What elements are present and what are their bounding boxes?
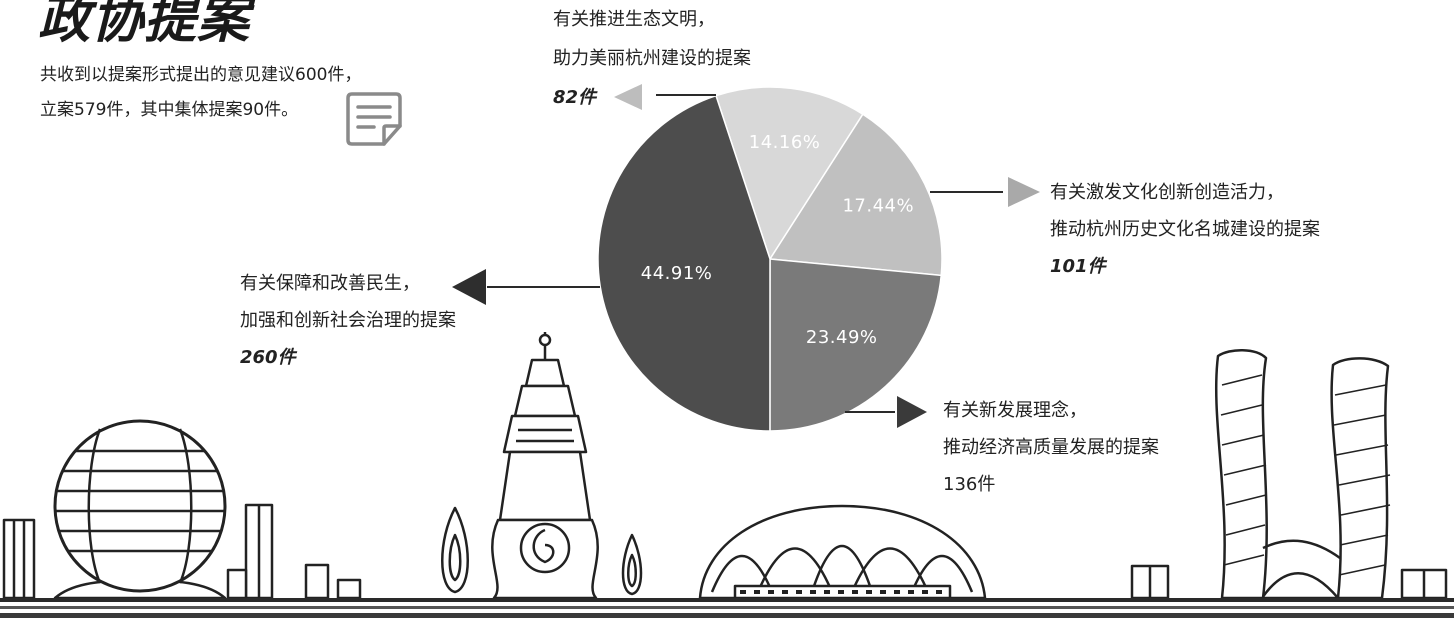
pagoda (491, 332, 599, 600)
pie-slice-1 (768, 113, 943, 277)
annotation-culture-count: 101件 (1050, 256, 1106, 277)
pie-slice-0 (715, 86, 864, 261)
page-title: 政协提案 (38, 0, 251, 50)
annotation-development-count: 136件 (943, 474, 996, 495)
annotation-livelihood-count: 260件 (240, 347, 296, 368)
arrow-left-ecology (614, 84, 642, 110)
annotation-livelihood: 有关保障和改善民生， 加强和创新社会治理的提案 260件 (240, 265, 456, 376)
annotation-development: 有关新发展理念， 推动经济高质量发展的提案 136件 (943, 392, 1159, 503)
annotation-culture-line-2: 推动杭州历史文化名城建设的提案 (1050, 219, 1320, 240)
arrow-right-development (897, 396, 927, 428)
pie-slice-2 (769, 258, 943, 432)
ground-lines (0, 598, 1454, 618)
annotation-ecology: 有关推进生态文明， 助力美丽杭州建设的提案 82件 (553, 0, 751, 117)
conference-center-sphere (53, 419, 227, 600)
annotation-ecology-line-2: 助力美丽杭州建设的提案 (553, 48, 751, 69)
annotation-livelihood-line-2: 加强和创新社会治理的提案 (240, 310, 456, 331)
pie-percent-label-0: 14.16% (749, 132, 821, 153)
olympic-stadium (698, 504, 987, 600)
city-skyline (0, 332, 1454, 618)
annotation-culture: 有关激发文化创新创造活力， 推动杭州历史文化名城建设的提案 101件 (1050, 174, 1320, 285)
annotation-ecology-count: 82件 (553, 87, 597, 108)
pie-percent-label-2: 23.49% (806, 327, 878, 348)
annotation-ecology-line-1: 有关推进生态文明， (553, 9, 715, 30)
callouts (452, 84, 1040, 428)
annotation-development-line-1: 有关新发展理念， (943, 400, 1087, 421)
pie-slice-3 (597, 94, 771, 432)
pie-percent-label-1: 17.44% (842, 195, 914, 216)
annotation-development-line-2: 推动经济高质量发展的提案 (943, 437, 1159, 458)
annotation-livelihood-line-1: 有关保障和改善民生， (240, 273, 420, 294)
document-edit-icon (346, 92, 402, 146)
trees (441, 506, 643, 596)
summary-line-1: 共收到以提案形式提出的意见建议600件， (40, 65, 362, 85)
twin-towers (1215, 349, 1391, 600)
pie-chart: 14.16% 17.44% 23.49% 44.91% (597, 86, 943, 432)
summary-line-2: 立案579件，其中集体提案90件。 (40, 100, 299, 120)
arrow-right-culture (1008, 177, 1040, 207)
annotation-culture-line-1: 有关激发文化创新创造活力， (1050, 182, 1284, 203)
arrow-left-livelihood (452, 269, 486, 305)
pie-percent-label-3: 44.91% (641, 263, 713, 284)
